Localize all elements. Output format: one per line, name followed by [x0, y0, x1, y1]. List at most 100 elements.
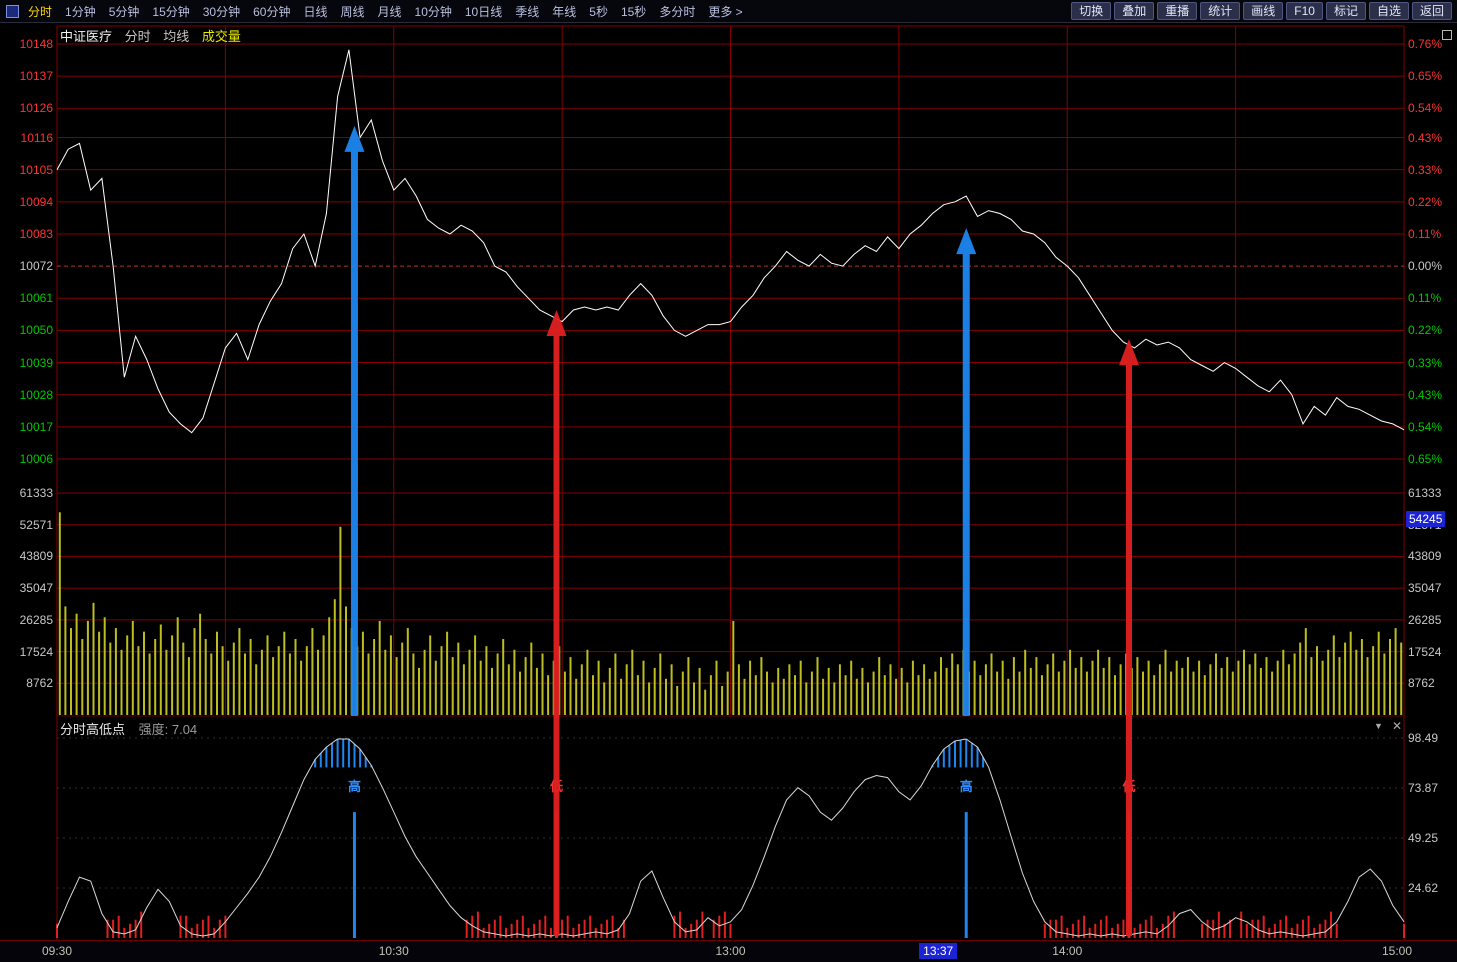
toolbar-button[interactable]: 重播 — [1157, 2, 1198, 20]
period-menu-item[interactable]: 10分钟 — [414, 4, 452, 19]
volume-bar — [249, 639, 252, 715]
volume-bar — [833, 682, 836, 715]
volume-bar — [1254, 653, 1257, 715]
toolbar-button[interactable]: 叠加 — [1114, 2, 1155, 20]
period-menu-item[interactable]: 60分钟 — [253, 4, 291, 19]
volume-bar — [519, 671, 521, 715]
indicator-low-bar — [201, 919, 204, 938]
toolbar-actions: 切换 叠加 重播 统计 画线 F10 标记 自选 返回 — [1071, 2, 1457, 20]
indicator-low-bar — [521, 915, 524, 938]
volume-bar — [373, 639, 376, 715]
volume-bar — [1186, 657, 1189, 715]
toolbar-button[interactable]: 返回 — [1411, 2, 1452, 20]
volume-bar — [474, 635, 477, 715]
time-label: 15:00 — [1381, 944, 1413, 958]
volume-bar — [597, 660, 600, 715]
maximize-pane-icon[interactable] — [1442, 30, 1452, 40]
indicator-low-bar — [1290, 927, 1293, 938]
indicator-low-bar — [1150, 915, 1153, 938]
volume-bar — [743, 678, 746, 715]
volume-bar — [676, 686, 679, 715]
indicator-low-bar — [123, 927, 126, 938]
period-menu-item[interactable]: 5分钟 — [108, 4, 140, 19]
toolbar-button[interactable]: 切换 — [1071, 2, 1112, 20]
volume-bar — [861, 667, 864, 715]
period-menu-item[interactable]: 15分钟 — [152, 4, 190, 19]
period-menu-item[interactable]: 更多 > — [708, 4, 743, 19]
volume-bar — [687, 657, 690, 715]
volume-bar — [575, 678, 578, 715]
volume-bar — [754, 675, 757, 715]
toolbar-button[interactable]: 统计 — [1200, 2, 1241, 20]
time-label: 10:30 — [378, 944, 409, 958]
volume-bar — [429, 635, 432, 715]
indicator-low-bar — [1307, 915, 1310, 938]
collapse-indicator-icon[interactable]: ▼ — [1374, 721, 1383, 731]
indicator-low-bar — [112, 919, 115, 938]
volume-bar — [440, 646, 443, 715]
volume-bar — [1321, 660, 1324, 715]
volume-bar — [210, 653, 213, 715]
overlay-item-volume[interactable]: 成交量 — [201, 29, 241, 44]
period-menu-item[interactable]: 日线 — [303, 4, 328, 19]
volume-bar — [1063, 660, 1066, 715]
indicator-low-bar — [1330, 911, 1332, 938]
volume-bar — [541, 653, 544, 715]
volume-bar — [1287, 664, 1290, 715]
volume-bar — [58, 512, 61, 715]
overlay-item-fenshi[interactable]: 分时 — [124, 29, 151, 44]
period-menu-item[interactable]: 月线 — [377, 4, 402, 19]
period-menu-item[interactable]: 5秒 — [589, 4, 608, 19]
period-menu-item[interactable]: 分时 — [28, 4, 53, 19]
trend-arrow-low — [546, 309, 567, 937]
indicator-low-bar — [1172, 911, 1175, 938]
toolbar-button[interactable]: 自选 — [1368, 2, 1409, 20]
indicator-low-bar — [561, 919, 564, 938]
indicator-high-bar — [342, 739, 345, 768]
volume-bar — [86, 620, 89, 715]
volume-bar — [238, 628, 241, 715]
volume-bar — [137, 646, 140, 715]
close-indicator-icon[interactable]: ✕ — [1392, 719, 1403, 733]
overlay-item-junxian[interactable]: 均线 — [163, 29, 190, 44]
volume-bar — [1366, 657, 1369, 715]
indicator-name[interactable]: 分时高低点 — [60, 722, 126, 737]
app-icon[interactable] — [6, 4, 19, 18]
period-menu-item[interactable]: 1分钟 — [65, 4, 96, 19]
volume-bar — [670, 664, 673, 715]
volume-bar — [266, 635, 269, 715]
volume-bar — [300, 660, 303, 715]
volume-bar — [502, 639, 505, 715]
volume-bar — [513, 649, 516, 715]
trend-arrow-high — [956, 228, 977, 716]
indicator-low-bar — [1133, 927, 1136, 938]
volume-bar — [109, 642, 112, 715]
period-menu-item[interactable]: 10日线 — [464, 4, 503, 19]
indicator-low-bar — [1223, 923, 1226, 938]
period-menu-item[interactable]: 季线 — [515, 4, 540, 19]
indicator-low-bar — [578, 923, 580, 938]
volume-bar — [81, 639, 84, 715]
indicator-low-bar — [482, 927, 485, 938]
indicator-low-bar — [196, 923, 199, 938]
indicator-low-bar — [572, 927, 575, 938]
toolbar-button[interactable]: 画线 — [1243, 2, 1284, 20]
volume-bar — [1164, 649, 1167, 715]
volume-bar — [973, 660, 976, 715]
volume-bar — [1383, 653, 1386, 715]
volume-bar — [1001, 660, 1004, 715]
toolbar-button[interactable]: F10 — [1286, 2, 1323, 20]
indicator-low-bar — [140, 911, 143, 938]
period-menu-item[interactable]: 周线 — [340, 4, 365, 19]
toolbar-button[interactable]: 标记 — [1325, 2, 1366, 20]
volume-bar — [401, 642, 404, 715]
volume-bar — [883, 675, 886, 715]
period-menu-item[interactable]: 15秒 — [620, 4, 647, 19]
period-menu-item[interactable]: 年线 — [552, 4, 577, 19]
indicator-low-bar — [1245, 923, 1248, 938]
period-menu-item[interactable]: 多分时 — [659, 4, 696, 19]
period-menu-item[interactable]: 30分钟 — [202, 4, 241, 19]
volume-bar — [384, 649, 387, 715]
volume-bar — [1220, 667, 1223, 715]
